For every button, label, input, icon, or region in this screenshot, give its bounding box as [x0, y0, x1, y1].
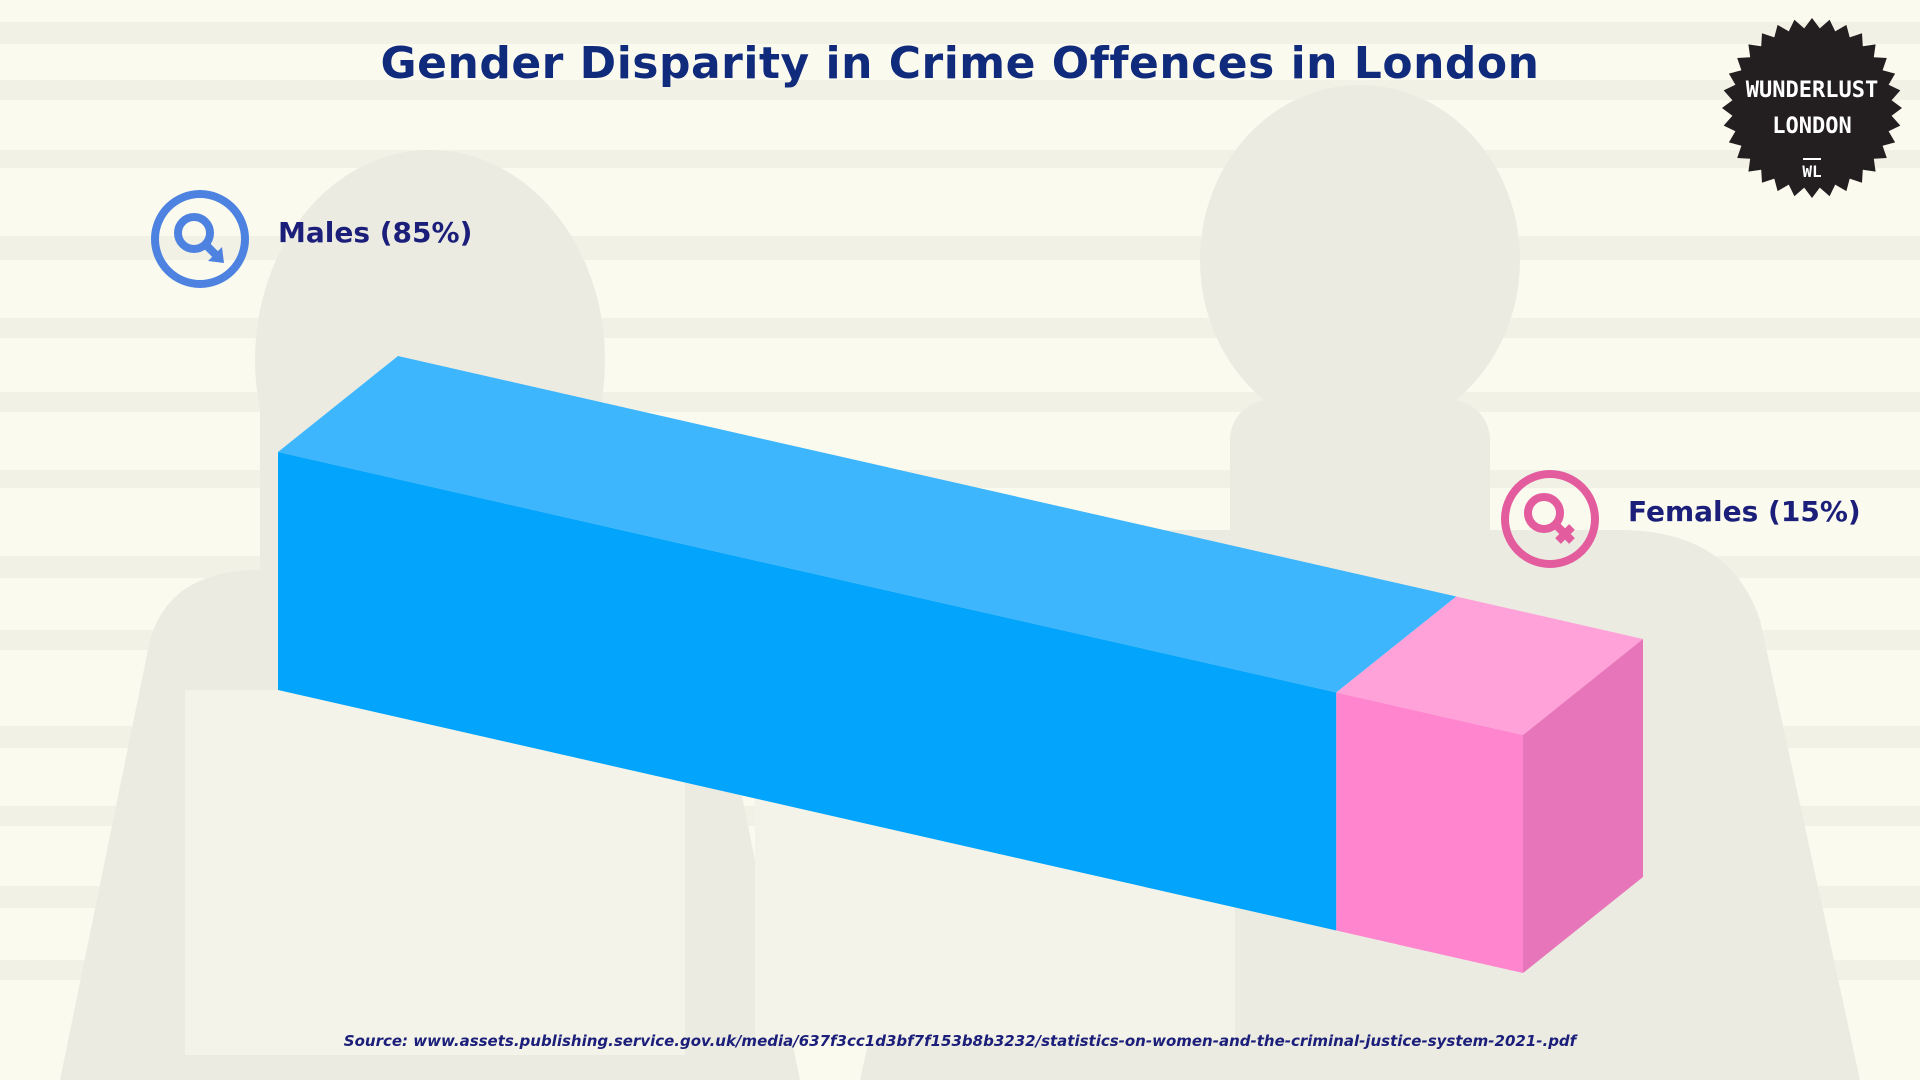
- bar-segment-females: [1336, 692, 1523, 973]
- chart-title: Gender Disparity in Crime Offences in Lo…: [380, 38, 1540, 89]
- legend-label-males: Males (85%): [278, 216, 473, 249]
- logo-line-1: WUNDERLUST: [1745, 78, 1879, 103]
- logo-line-3: WL: [1802, 162, 1822, 181]
- male-symbol-icon: [150, 189, 250, 289]
- source-note: Source: www.assets.publishing.service.go…: [343, 1032, 1577, 1050]
- bar-segment-males-top: [278, 356, 1457, 693]
- legend-label-females: Females (15%): [1628, 495, 1861, 528]
- bar-segment-males: [278, 452, 1337, 931]
- female-symbol-icon: [1500, 469, 1600, 569]
- logo-divider: [1803, 158, 1821, 160]
- bar-segment-females-side: [1523, 639, 1643, 973]
- logo-line-2: LONDON: [1772, 114, 1852, 139]
- wunderlust-london-logo: WUNDERLUST LONDON WL: [1720, 16, 1904, 200]
- bar-segment-females-top: [1336, 596, 1643, 735]
- logo-seal-shape: [1722, 18, 1902, 198]
